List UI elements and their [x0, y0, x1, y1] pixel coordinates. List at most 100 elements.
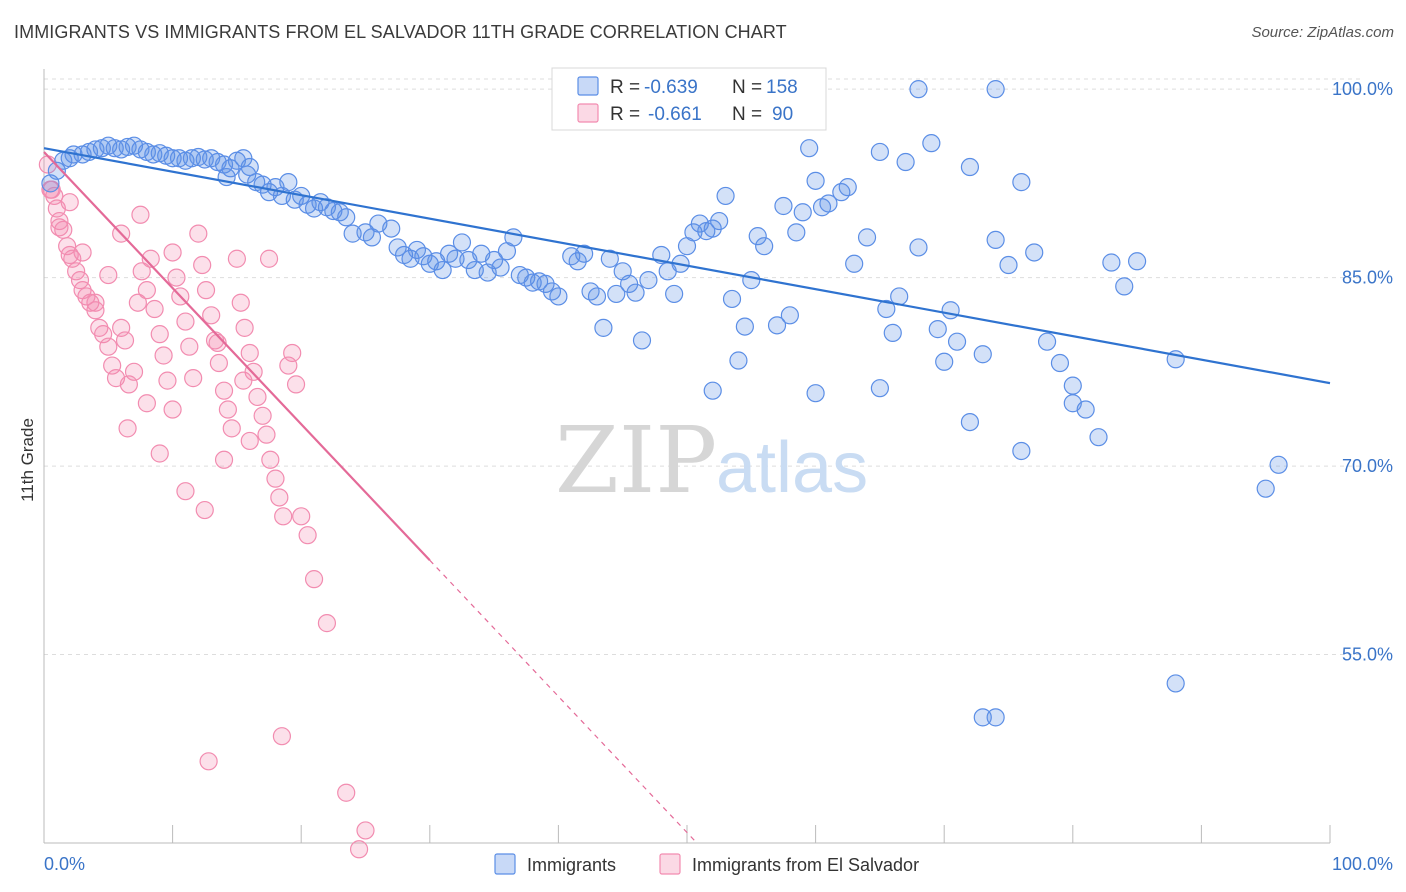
point-immigrants [279, 173, 298, 192]
point-el-salvador [196, 281, 216, 300]
point-immigrants [755, 237, 774, 256]
point-el-salvador [235, 318, 254, 337]
point-el-salvador [231, 293, 250, 312]
point-el-salvador [227, 249, 246, 268]
point-el-salvador [234, 371, 253, 390]
chart-title: IMMIGRANTS VS IMMIGRANTS FROM EL SALVADO… [14, 22, 787, 42]
point-immigrants [1115, 277, 1134, 296]
point-immigrants [960, 157, 980, 177]
points-el-salvador [38, 155, 375, 859]
point-immigrants [986, 708, 1005, 727]
point-immigrants [549, 287, 568, 306]
point-el-salvador [202, 306, 221, 325]
stats-r-value: -0.639 [644, 77, 698, 98]
point-immigrants [819, 194, 838, 213]
point-immigrants [806, 171, 825, 190]
point-immigrants [780, 306, 799, 325]
stats-n-label: N = [732, 104, 762, 125]
point-el-salvador [356, 821, 375, 840]
point-el-salvador [286, 375, 306, 394]
point-immigrants [1269, 455, 1288, 474]
point-el-salvador [50, 211, 69, 231]
point-immigrants [877, 299, 896, 319]
source-label: Source: ZipAtlas.com [1251, 24, 1394, 41]
point-el-salvador [150, 444, 169, 463]
point-immigrants [1012, 173, 1031, 192]
point-immigrants [446, 249, 465, 268]
point-immigrants [105, 139, 124, 158]
point-immigrants [909, 80, 928, 99]
stats-n-label: N = [732, 77, 762, 98]
point-el-salvador [283, 343, 302, 363]
point-el-salvador [128, 293, 147, 312]
point-immigrants [485, 250, 504, 270]
point-immigrants [960, 412, 980, 432]
point-immigrants [909, 238, 928, 257]
point-el-salvador [86, 301, 105, 320]
point-immigrants [491, 258, 510, 277]
trend-line-el-salvador-extension [429, 559, 698, 844]
point-immigrants [504, 228, 523, 247]
point-el-salvador [132, 262, 151, 281]
point-immigrants [1012, 441, 1031, 461]
stats-n-value: 90 [772, 104, 793, 125]
point-el-salvador [50, 218, 69, 237]
point-immigrants [607, 284, 626, 304]
point-el-salvador [292, 507, 311, 526]
point-el-salvador [167, 268, 186, 287]
point-el-salvador [222, 419, 241, 438]
stats-r-value: -0.661 [648, 104, 702, 125]
stats-swatch-el-salvador [577, 103, 599, 123]
point-el-salvador [274, 507, 293, 526]
point-el-salvador [137, 394, 156, 413]
point-el-salvador [199, 752, 218, 771]
point-immigrants [774, 196, 793, 216]
point-immigrants [883, 323, 902, 342]
point-immigrants [870, 379, 890, 398]
point-el-salvador [317, 614, 337, 633]
legend-swatch-el-salvador [659, 853, 681, 875]
point-immigrants [382, 219, 401, 238]
point-immigrants [523, 273, 542, 292]
y-tick-label: 70.0% [1342, 456, 1393, 476]
point-immigrants [1127, 252, 1147, 271]
point-immigrants [639, 271, 658, 290]
x-tick-labels: 0.0% 100.0% [44, 854, 1393, 874]
point-immigrants [575, 244, 594, 263]
point-el-salvador [115, 331, 135, 350]
point-immigrants [742, 271, 761, 290]
point-el-salvador [180, 337, 199, 356]
point-immigrants [1102, 253, 1121, 272]
point-el-salvador [214, 381, 234, 400]
point-immigrants [857, 228, 877, 247]
point-immigrants [748, 227, 767, 246]
point-immigrants [787, 223, 806, 242]
trend-line-immigrants [43, 147, 1331, 385]
x-tick-label: 0.0% [44, 854, 85, 874]
point-el-salvador [214, 450, 234, 469]
point-el-salvador [145, 299, 164, 319]
point-immigrants [928, 320, 947, 339]
legend-label-immigrants: Immigrants [527, 855, 616, 875]
point-immigrants [806, 384, 825, 403]
stats-swatch-immigrants [577, 76, 599, 96]
point-el-salvador [240, 343, 259, 363]
point-immigrants [973, 708, 992, 727]
point-immigrants [1256, 479, 1275, 498]
point-immigrants [536, 274, 555, 293]
point-immigrants [1166, 674, 1185, 693]
point-el-salvador [67, 262, 86, 281]
point-el-salvador [176, 312, 195, 331]
point-el-salvador [154, 346, 173, 365]
point-immigrants [735, 317, 754, 336]
stats-r-label: R = [610, 77, 640, 98]
point-immigrants [388, 238, 407, 257]
point-el-salvador [266, 469, 285, 488]
point-immigrants [594, 318, 613, 337]
point-immigrants [182, 149, 201, 168]
watermark-atlas: atlas [716, 428, 868, 508]
point-el-salvador [209, 353, 228, 373]
point-immigrants [947, 332, 967, 351]
point-immigrants [986, 230, 1005, 250]
point-el-salvador [99, 265, 118, 285]
